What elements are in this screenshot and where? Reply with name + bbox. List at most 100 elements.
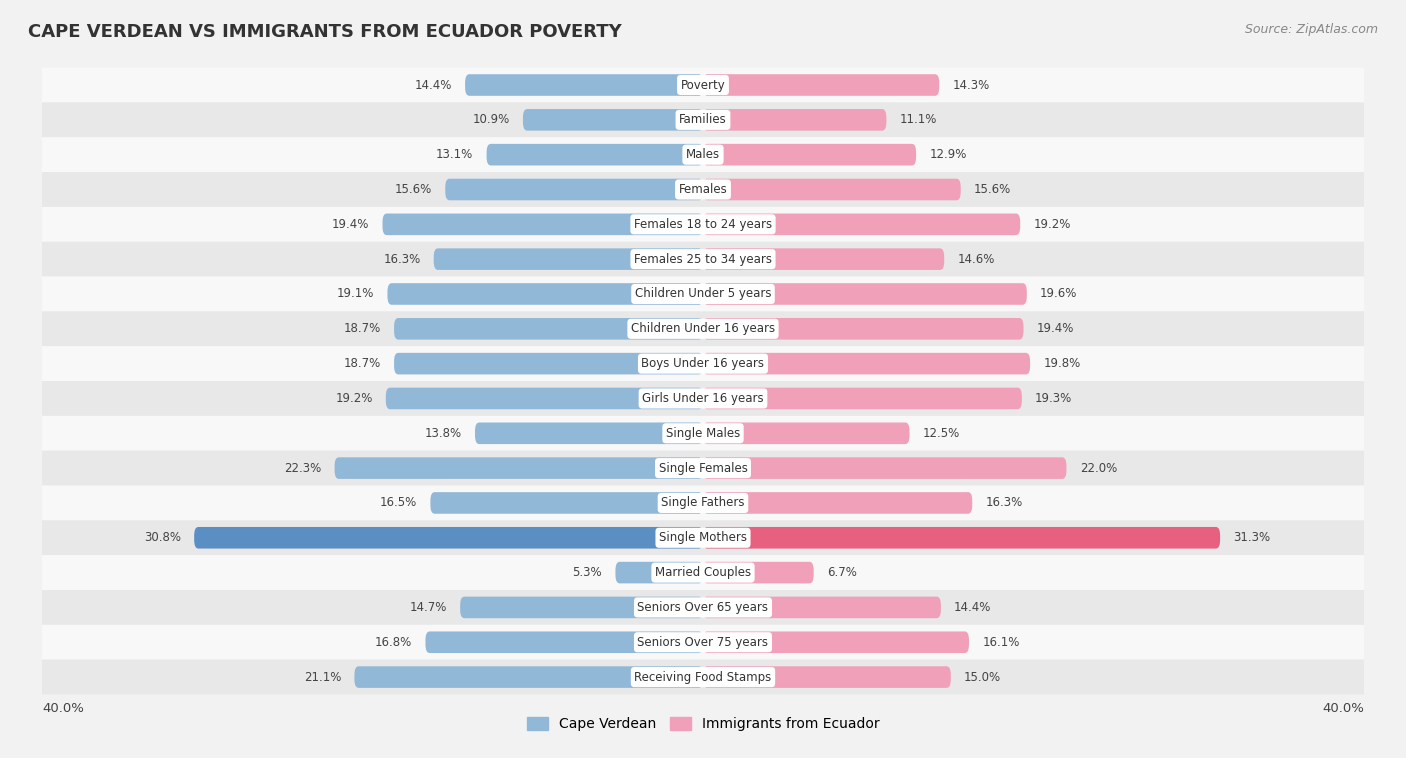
Text: Children Under 5 years: Children Under 5 years bbox=[634, 287, 772, 300]
FancyBboxPatch shape bbox=[10, 312, 1396, 346]
FancyBboxPatch shape bbox=[10, 381, 1396, 416]
FancyBboxPatch shape bbox=[10, 242, 1396, 277]
FancyBboxPatch shape bbox=[10, 277, 1396, 312]
Text: 14.4%: 14.4% bbox=[415, 79, 451, 92]
Text: Single Females: Single Females bbox=[658, 462, 748, 475]
FancyBboxPatch shape bbox=[703, 249, 945, 270]
Text: Poverty: Poverty bbox=[681, 79, 725, 92]
FancyBboxPatch shape bbox=[10, 67, 1396, 102]
FancyBboxPatch shape bbox=[10, 102, 1396, 137]
Text: 16.3%: 16.3% bbox=[986, 496, 1022, 509]
Text: 22.0%: 22.0% bbox=[1080, 462, 1116, 475]
Text: Males: Males bbox=[686, 148, 720, 161]
FancyBboxPatch shape bbox=[388, 283, 703, 305]
FancyBboxPatch shape bbox=[703, 214, 1021, 235]
Text: CAPE VERDEAN VS IMMIGRANTS FROM ECUADOR POVERTY: CAPE VERDEAN VS IMMIGRANTS FROM ECUADOR … bbox=[28, 23, 621, 41]
Text: Females 18 to 24 years: Females 18 to 24 years bbox=[634, 218, 772, 231]
FancyBboxPatch shape bbox=[354, 666, 703, 688]
FancyBboxPatch shape bbox=[10, 172, 1396, 207]
FancyBboxPatch shape bbox=[703, 179, 960, 200]
Text: 18.7%: 18.7% bbox=[343, 357, 381, 370]
Text: 31.3%: 31.3% bbox=[1233, 531, 1271, 544]
Text: 19.3%: 19.3% bbox=[1035, 392, 1073, 405]
FancyBboxPatch shape bbox=[335, 457, 703, 479]
Text: 19.4%: 19.4% bbox=[1036, 322, 1074, 335]
FancyBboxPatch shape bbox=[703, 631, 969, 653]
FancyBboxPatch shape bbox=[430, 492, 703, 514]
Text: 12.5%: 12.5% bbox=[922, 427, 960, 440]
Text: 12.9%: 12.9% bbox=[929, 148, 967, 161]
FancyBboxPatch shape bbox=[10, 451, 1396, 486]
FancyBboxPatch shape bbox=[486, 144, 703, 165]
Text: 14.3%: 14.3% bbox=[952, 79, 990, 92]
Text: 16.3%: 16.3% bbox=[384, 252, 420, 265]
FancyBboxPatch shape bbox=[394, 352, 703, 374]
FancyBboxPatch shape bbox=[426, 631, 703, 653]
Text: 19.2%: 19.2% bbox=[335, 392, 373, 405]
FancyBboxPatch shape bbox=[10, 346, 1396, 381]
FancyBboxPatch shape bbox=[10, 520, 1396, 555]
FancyBboxPatch shape bbox=[703, 74, 939, 96]
Text: Boys Under 16 years: Boys Under 16 years bbox=[641, 357, 765, 370]
FancyBboxPatch shape bbox=[703, 144, 917, 165]
Text: Single Mothers: Single Mothers bbox=[659, 531, 747, 544]
FancyBboxPatch shape bbox=[385, 387, 703, 409]
Text: 5.3%: 5.3% bbox=[572, 566, 602, 579]
FancyBboxPatch shape bbox=[194, 527, 703, 549]
FancyBboxPatch shape bbox=[433, 249, 703, 270]
Text: Single Males: Single Males bbox=[666, 427, 740, 440]
Text: 16.5%: 16.5% bbox=[380, 496, 418, 509]
FancyBboxPatch shape bbox=[703, 352, 1031, 374]
Text: 14.4%: 14.4% bbox=[955, 601, 991, 614]
Text: Single Fathers: Single Fathers bbox=[661, 496, 745, 509]
Text: 19.8%: 19.8% bbox=[1043, 357, 1081, 370]
Text: 15.6%: 15.6% bbox=[395, 183, 432, 196]
FancyBboxPatch shape bbox=[703, 492, 973, 514]
FancyBboxPatch shape bbox=[703, 527, 1220, 549]
FancyBboxPatch shape bbox=[465, 74, 703, 96]
Text: Females 25 to 34 years: Females 25 to 34 years bbox=[634, 252, 772, 265]
Text: Seniors Over 75 years: Seniors Over 75 years bbox=[637, 636, 769, 649]
Text: 14.7%: 14.7% bbox=[409, 601, 447, 614]
FancyBboxPatch shape bbox=[10, 137, 1396, 172]
Text: 10.9%: 10.9% bbox=[472, 114, 510, 127]
FancyBboxPatch shape bbox=[523, 109, 703, 130]
Text: Married Couples: Married Couples bbox=[655, 566, 751, 579]
Text: 19.2%: 19.2% bbox=[1033, 218, 1071, 231]
Text: Females: Females bbox=[679, 183, 727, 196]
Text: 19.6%: 19.6% bbox=[1040, 287, 1077, 300]
FancyBboxPatch shape bbox=[10, 555, 1396, 590]
Legend: Cape Verdean, Immigrants from Ecuador: Cape Verdean, Immigrants from Ecuador bbox=[522, 712, 884, 737]
Text: 19.1%: 19.1% bbox=[337, 287, 374, 300]
FancyBboxPatch shape bbox=[460, 597, 703, 619]
FancyBboxPatch shape bbox=[703, 387, 1022, 409]
Text: 40.0%: 40.0% bbox=[1322, 702, 1364, 715]
FancyBboxPatch shape bbox=[382, 214, 703, 235]
Text: 13.8%: 13.8% bbox=[425, 427, 461, 440]
FancyBboxPatch shape bbox=[475, 422, 703, 444]
FancyBboxPatch shape bbox=[703, 422, 910, 444]
Text: 6.7%: 6.7% bbox=[827, 566, 856, 579]
Text: Receiving Food Stamps: Receiving Food Stamps bbox=[634, 671, 772, 684]
Text: 16.1%: 16.1% bbox=[983, 636, 1019, 649]
FancyBboxPatch shape bbox=[10, 486, 1396, 520]
Text: Seniors Over 65 years: Seniors Over 65 years bbox=[637, 601, 769, 614]
Text: 40.0%: 40.0% bbox=[42, 702, 84, 715]
FancyBboxPatch shape bbox=[10, 207, 1396, 242]
FancyBboxPatch shape bbox=[616, 562, 703, 584]
Text: 16.8%: 16.8% bbox=[375, 636, 412, 649]
FancyBboxPatch shape bbox=[10, 590, 1396, 625]
Text: Families: Families bbox=[679, 114, 727, 127]
Text: 14.6%: 14.6% bbox=[957, 252, 995, 265]
FancyBboxPatch shape bbox=[703, 109, 886, 130]
Text: 13.1%: 13.1% bbox=[436, 148, 474, 161]
FancyBboxPatch shape bbox=[703, 562, 814, 584]
FancyBboxPatch shape bbox=[10, 625, 1396, 659]
Text: 11.1%: 11.1% bbox=[900, 114, 936, 127]
FancyBboxPatch shape bbox=[703, 283, 1026, 305]
Text: 15.6%: 15.6% bbox=[974, 183, 1011, 196]
Text: Girls Under 16 years: Girls Under 16 years bbox=[643, 392, 763, 405]
FancyBboxPatch shape bbox=[10, 659, 1396, 694]
FancyBboxPatch shape bbox=[703, 666, 950, 688]
Text: 21.1%: 21.1% bbox=[304, 671, 342, 684]
